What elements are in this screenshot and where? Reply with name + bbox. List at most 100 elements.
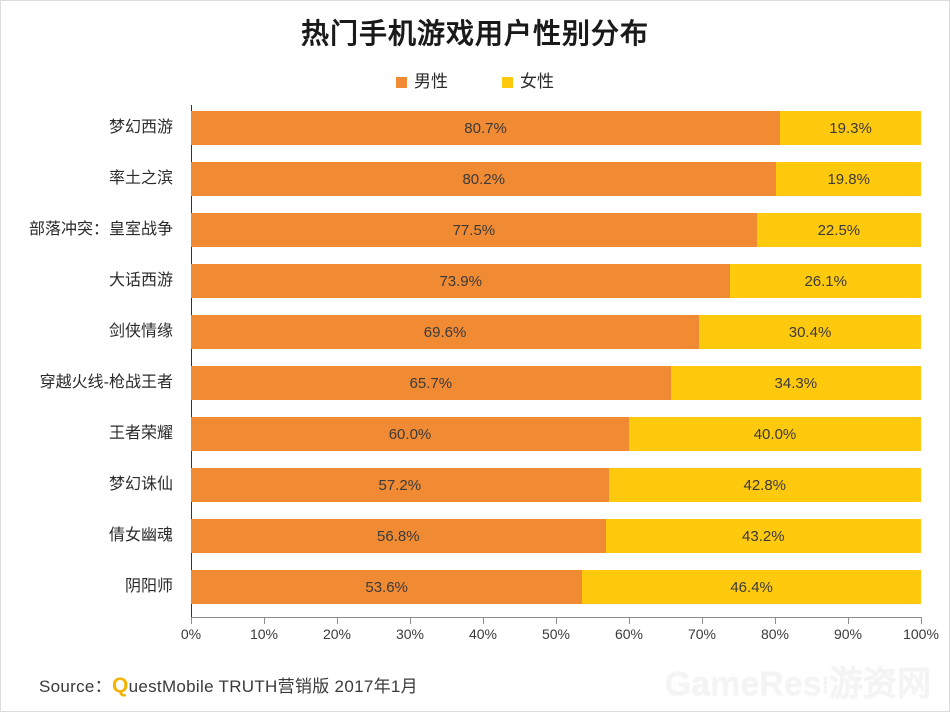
bar-segment-male: 65.7% [191, 366, 671, 400]
bar-segment-female: 40.0% [629, 417, 921, 451]
x-axis-tick [191, 617, 192, 624]
x-axis-tick-label: 100% [903, 626, 939, 642]
bar-segment-female: 42.8% [608, 468, 921, 502]
x-axis-tick [629, 617, 630, 624]
bar-segment-male: 57.2% [191, 468, 609, 502]
category-axis-labels: 梦幻西游率土之滨部落冲突：皇室战争大话西游剑侠情缘穿越火线-枪战王者王者荣耀梦幻… [1, 105, 183, 617]
questmobile-q-icon: Q [111, 674, 129, 697]
source-prefix: Source： [39, 677, 112, 696]
category-label: 剑侠情缘 [108, 323, 173, 340]
bar-row: 77.5% 22.5% [191, 213, 921, 247]
bar-segment-female: 19.8% [776, 162, 921, 196]
bar-segment-female: 43.2% [605, 519, 921, 553]
bar-segment-male: 69.6% [191, 315, 700, 349]
x-axis-tick-label: 90% [833, 626, 863, 642]
x-axis-tick [264, 617, 265, 624]
x-axis-tick-label: 70% [687, 626, 717, 642]
x-axis-ticks [191, 617, 922, 625]
category-label: 倩女幽魂 [108, 527, 173, 544]
bar-value-label-female: 19.3% [829, 119, 872, 137]
bar-value-label-male: 80.2% [462, 170, 505, 188]
x-axis-tick-label: 50% [541, 626, 571, 642]
bar-value-label-male: 65.7% [409, 374, 453, 392]
watermark-separator-icon: ⁞ [821, 673, 829, 699]
bar-row: 56.8% 43.2% [191, 519, 921, 553]
bar-segment-female: 22.5% [756, 213, 921, 247]
bar-value-label-male: 77.5% [452, 221, 496, 239]
bar-row: 73.9% 26.1% [191, 264, 921, 298]
bar-value-label-female: 26.1% [804, 272, 847, 290]
bar-segment-female: 46.4% [582, 570, 921, 604]
x-axis-tick-label: 60% [614, 626, 644, 642]
bar-row: 69.6% 30.4% [191, 315, 921, 349]
x-axis-tick-label: 10% [249, 626, 279, 642]
bar-segment-male: 60.0% [191, 417, 629, 451]
category-label: 阴阳师 [124, 578, 173, 595]
x-axis-tick-label: 40% [468, 626, 498, 642]
bar-row: 80.2% 19.8% [191, 162, 921, 196]
bar-value-label-female: 40.0% [753, 425, 797, 443]
legend-item-male[interactable]: 男性 [396, 72, 448, 92]
bar-segment-male: 73.9% [191, 264, 731, 298]
bar-segment-male: 53.6% [191, 570, 583, 604]
bar-value-label-male: 69.6% [423, 323, 467, 341]
bar-segment-male: 56.8% [191, 519, 606, 553]
bar-row: 65.7% 34.3% [191, 366, 921, 400]
source-rest: uestMobile TRUTH营销版 2017年1月 [128, 677, 418, 696]
plot-area: 80.7% 19.3% 80.2% 19.8% 77.5% 22.5% 73.9% 26.1%… [191, 105, 921, 617]
bar-row: 80.7% 19.3% [191, 111, 921, 145]
bar-segment-female: 30.4% [699, 315, 921, 349]
bar-value-label-male: 60.0% [388, 425, 432, 443]
x-axis-tick [410, 617, 411, 624]
source-note: Source：QuestMobile TRUTH营销版 2017年1月 [39, 674, 418, 699]
x-axis-tick-label: 20% [322, 626, 352, 642]
bar-segment-male: 77.5% [191, 213, 757, 247]
bar-value-label-female: 42.8% [743, 476, 787, 494]
bar-segment-male: 80.2% [191, 162, 777, 196]
bar-value-label-female: 19.8% [827, 170, 870, 188]
bar-row: 57.2% 42.8% [191, 468, 921, 502]
bar-segment-male: 80.7% [191, 111, 781, 145]
x-axis-tick [921, 617, 922, 624]
bar-value-label-female: 30.4% [788, 323, 832, 341]
bar-segment-female: 19.3% [780, 111, 921, 145]
category-label: 大话西游 [108, 272, 173, 289]
x-axis-tick [775, 617, 776, 624]
bar-segment-female: 34.3% [670, 366, 921, 400]
legend-label-male: 男性 [414, 72, 448, 91]
category-label: 率土之滨 [108, 170, 173, 187]
legend-swatch-female-icon [502, 76, 513, 88]
bar-rows: 80.7% 19.3% 80.2% 19.8% 77.5% 22.5% 73.9% 26.1%… [191, 105, 921, 617]
bar-row: 60.0% 40.0% [191, 417, 921, 451]
bar-value-label-female: 34.3% [774, 374, 818, 392]
bar-value-label-male: 73.9% [439, 272, 482, 290]
legend-item-female[interactable]: 女性 [502, 72, 554, 92]
legend-label-female: 女性 [520, 72, 554, 91]
category-label: 部落冲突：皇室战争 [28, 221, 173, 238]
category-label: 穿越火线-枪战王者 [39, 374, 173, 391]
watermark-suffix: 游资网 [829, 665, 931, 703]
bar-value-label-female: 43.2% [742, 527, 785, 545]
bar-value-label-female: 22.5% [817, 221, 861, 239]
watermark: GameRes⁞游资网 [665, 663, 931, 707]
bar-value-label-male: 57.2% [378, 476, 422, 494]
x-axis-tick [337, 617, 338, 624]
x-axis-tick-label: 80% [760, 626, 790, 642]
legend-swatch-male-icon [396, 76, 407, 88]
chart-title: 热门手机游戏用户性别分布 [300, 18, 649, 49]
bar-value-label-male: 53.6% [365, 578, 408, 596]
category-label: 王者荣耀 [108, 425, 173, 442]
bar-value-label-male: 56.8% [377, 527, 420, 545]
x-axis-tick-label: 0% [180, 626, 202, 642]
category-label: 梦幻西游 [108, 119, 173, 136]
bar-value-label-male: 80.7% [464, 119, 507, 137]
bar-segment-female: 26.1% [730, 264, 921, 298]
chart-legend: 男性 女性 [1, 72, 949, 92]
x-axis-tick [556, 617, 557, 624]
x-axis-tick [702, 617, 703, 624]
x-axis-tick [848, 617, 849, 624]
category-label: 梦幻诛仙 [108, 476, 173, 493]
x-axis-tick [483, 617, 484, 624]
watermark-brand: GameRes [664, 665, 822, 703]
